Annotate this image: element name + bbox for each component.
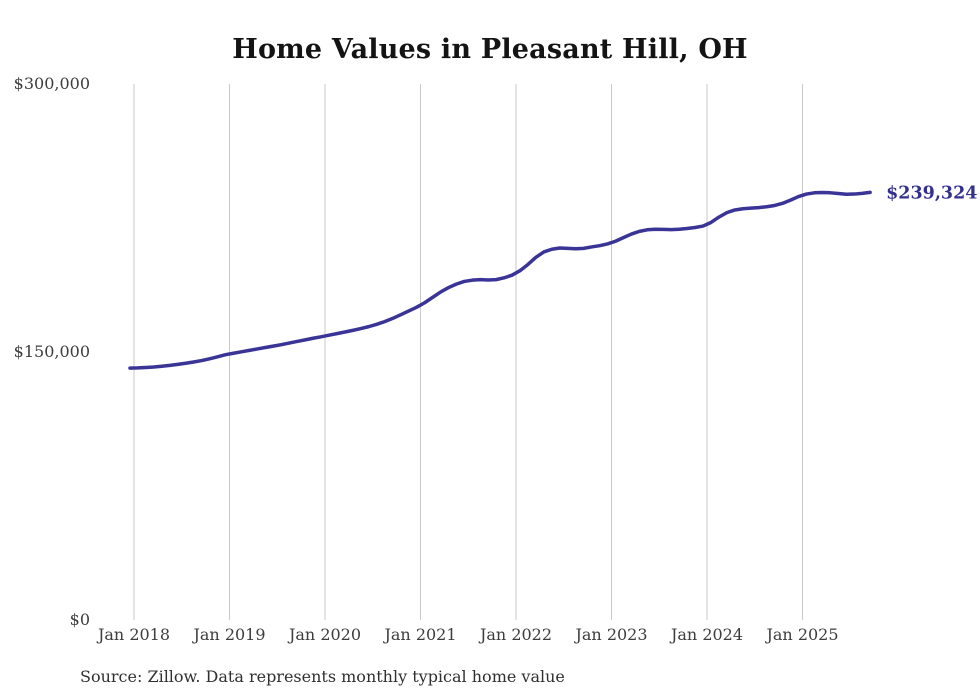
x-tick-label: Jan 2022 — [478, 625, 552, 644]
y-tick-label: $0 — [70, 610, 90, 629]
source-note: Source: Zillow. Data represents monthly … — [80, 667, 565, 686]
x-tick-label: Jan 2020 — [287, 625, 361, 644]
x-tick-label: Jan 2024 — [669, 625, 743, 644]
x-tick-label: Jan 2025 — [764, 625, 838, 644]
home-value-line — [128, 190, 872, 370]
x-tick-label: Jan 2023 — [573, 625, 647, 644]
y-tick-label: $300,000 — [14, 74, 90, 93]
x-tick-label: Jan 2019 — [191, 625, 265, 644]
end-value-label: $239,324 — [886, 183, 977, 203]
chart-title: Home Values in Pleasant Hill, OH — [232, 34, 748, 65]
x-tick-label: Jan 2018 — [96, 625, 170, 644]
y-tick-label: $150,000 — [14, 342, 90, 361]
x-tick-label: Jan 2021 — [382, 625, 456, 644]
